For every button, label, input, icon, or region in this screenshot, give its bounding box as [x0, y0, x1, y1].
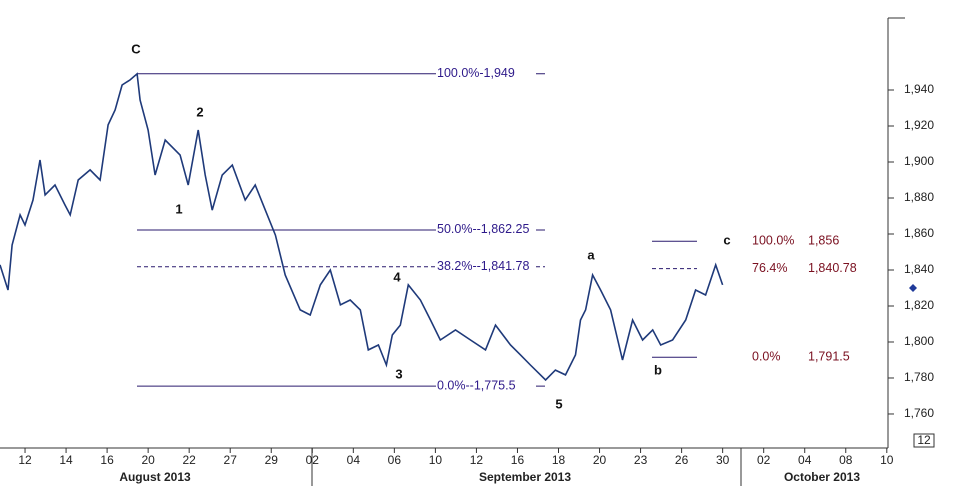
y-tick-label: 1,760	[904, 406, 934, 420]
x-tick-label: 02	[757, 453, 771, 467]
y-tick-label: 1,860	[904, 226, 934, 240]
wave-label: 1	[175, 201, 182, 216]
x-tick-label: 30	[716, 453, 730, 467]
wave-label: c	[723, 232, 730, 247]
fib-percent: 76.4%	[752, 261, 787, 275]
wave-label: 3	[395, 366, 402, 381]
fib-label: 0.0%--1,775.5	[437, 378, 516, 392]
month-label: August 2013	[119, 470, 191, 484]
fib-value: 1,840.78	[808, 261, 857, 275]
x-tick-label: 27	[224, 453, 238, 467]
wave-label: C	[131, 41, 141, 56]
x-tick-label: 14	[59, 453, 73, 467]
x-tick-label: 08	[839, 453, 853, 467]
fib-percent: 100.0%	[752, 233, 794, 247]
fib-value: 1,791.5	[808, 350, 850, 364]
y-tick-label: 1,780	[904, 370, 934, 384]
wave-label: b	[654, 362, 662, 377]
x-tick-label: 29	[265, 453, 279, 467]
corner-box	[913, 433, 935, 448]
fib-percent: 0.0%	[752, 350, 781, 364]
x-tick-label: 02	[306, 453, 320, 467]
y-tick-label: 1,920	[904, 118, 934, 132]
price-line	[0, 72, 724, 382]
x-tick-label: 18	[552, 453, 566, 467]
x-tick-label: 12	[18, 453, 32, 467]
fib-label-bg	[436, 258, 536, 275]
y-tick-label: 1,900	[904, 154, 934, 168]
corner-label: 12	[917, 433, 931, 447]
fib-label-bg	[436, 65, 536, 82]
fib-label-bg	[436, 221, 536, 238]
month-label: October 2013	[784, 470, 860, 484]
y-tick-label: 1,820	[904, 298, 934, 312]
wave-label: 4	[393, 269, 401, 284]
x-tick-label: 04	[347, 453, 361, 467]
y-tick-label: 1,940	[904, 82, 934, 96]
y-tick-label: 1,840	[904, 262, 934, 276]
x-tick-label: 16	[511, 453, 525, 467]
fib-label: 50.0%--1,862.25	[437, 222, 529, 236]
x-tick-label: 04	[798, 453, 812, 467]
x-tick-label: 20	[593, 453, 607, 467]
fib-label-bg	[436, 378, 536, 395]
fib-label: 38.2%--1,841.78	[437, 259, 529, 273]
last-price-marker	[909, 283, 917, 292]
x-tick-label: 06	[388, 453, 402, 467]
x-tick-label: 10	[880, 453, 894, 467]
x-tick-label: 12	[470, 453, 484, 467]
wave-label: 5	[555, 396, 562, 411]
x-tick-label: 10	[429, 453, 443, 467]
wave-label: 2	[196, 104, 203, 119]
x-tick-label: 16	[100, 453, 114, 467]
x-tick-label: 23	[634, 453, 648, 467]
y-tick-label: 1,800	[904, 334, 934, 348]
fib-value: 1,856	[808, 233, 839, 247]
month-label: September 2013	[479, 470, 571, 484]
x-tick-label: 22	[182, 453, 196, 467]
y-tick-label: 1,880	[904, 190, 934, 204]
wave-label: a	[587, 247, 595, 262]
x-tick-label: 20	[141, 453, 155, 467]
x-tick-label: 26	[675, 453, 689, 467]
fib-label: 100.0%-1,949	[437, 66, 515, 80]
